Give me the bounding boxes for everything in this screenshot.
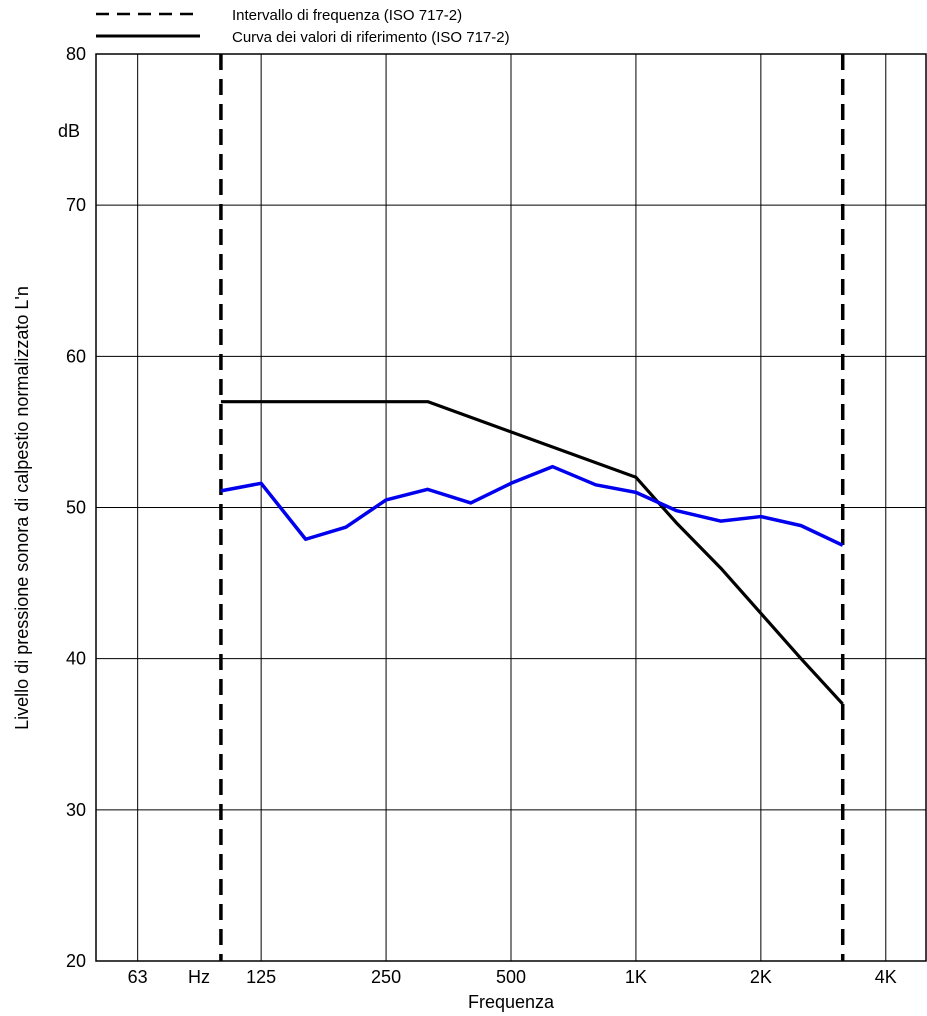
y-tick-label: 80 xyxy=(66,44,86,64)
plot-frame xyxy=(95,53,927,962)
x-tick-label: 500 xyxy=(496,967,526,987)
y-tick-label: 40 xyxy=(66,649,86,669)
series-line-measured xyxy=(220,464,844,547)
legend-entry-reference: Curva dei valori di riferimento (ISO 717… xyxy=(232,29,510,46)
y-tick-label: 20 xyxy=(66,951,86,971)
y-tick-label: 50 xyxy=(66,498,86,518)
y-axis-title: Livello di pressione sonora di calpestio… xyxy=(12,286,32,730)
x-tick-label: 2K xyxy=(750,967,772,987)
x-tick-label: 250 xyxy=(371,967,401,987)
x-tick-label: 1K xyxy=(625,967,647,987)
x-unit-label: Hz xyxy=(188,967,210,987)
series-layer xyxy=(219,54,845,961)
series-line-reference xyxy=(220,400,844,706)
x-tick-label: 63 xyxy=(128,967,148,987)
y-tick-label: 30 xyxy=(66,800,86,820)
x-axis: 63 125 250 500 1K 2K 4K xyxy=(128,967,897,987)
x-axis-title: Frequenza xyxy=(468,992,555,1012)
legend-entry-range: Intervallo di frequenza (ISO 717-2) xyxy=(232,7,462,24)
y-tick-label: 70 xyxy=(66,195,86,215)
x-tick-label: 125 xyxy=(246,967,276,987)
y-axis: 20 30 40 50 60 70 80 xyxy=(66,44,86,971)
legend: Intervallo di frequenza (ISO 717-2) Curv… xyxy=(96,7,510,46)
grid xyxy=(96,54,926,961)
y-unit-label: dB xyxy=(58,121,80,141)
y-tick-label: 60 xyxy=(66,346,86,366)
x-tick-label: 4K xyxy=(875,967,897,987)
